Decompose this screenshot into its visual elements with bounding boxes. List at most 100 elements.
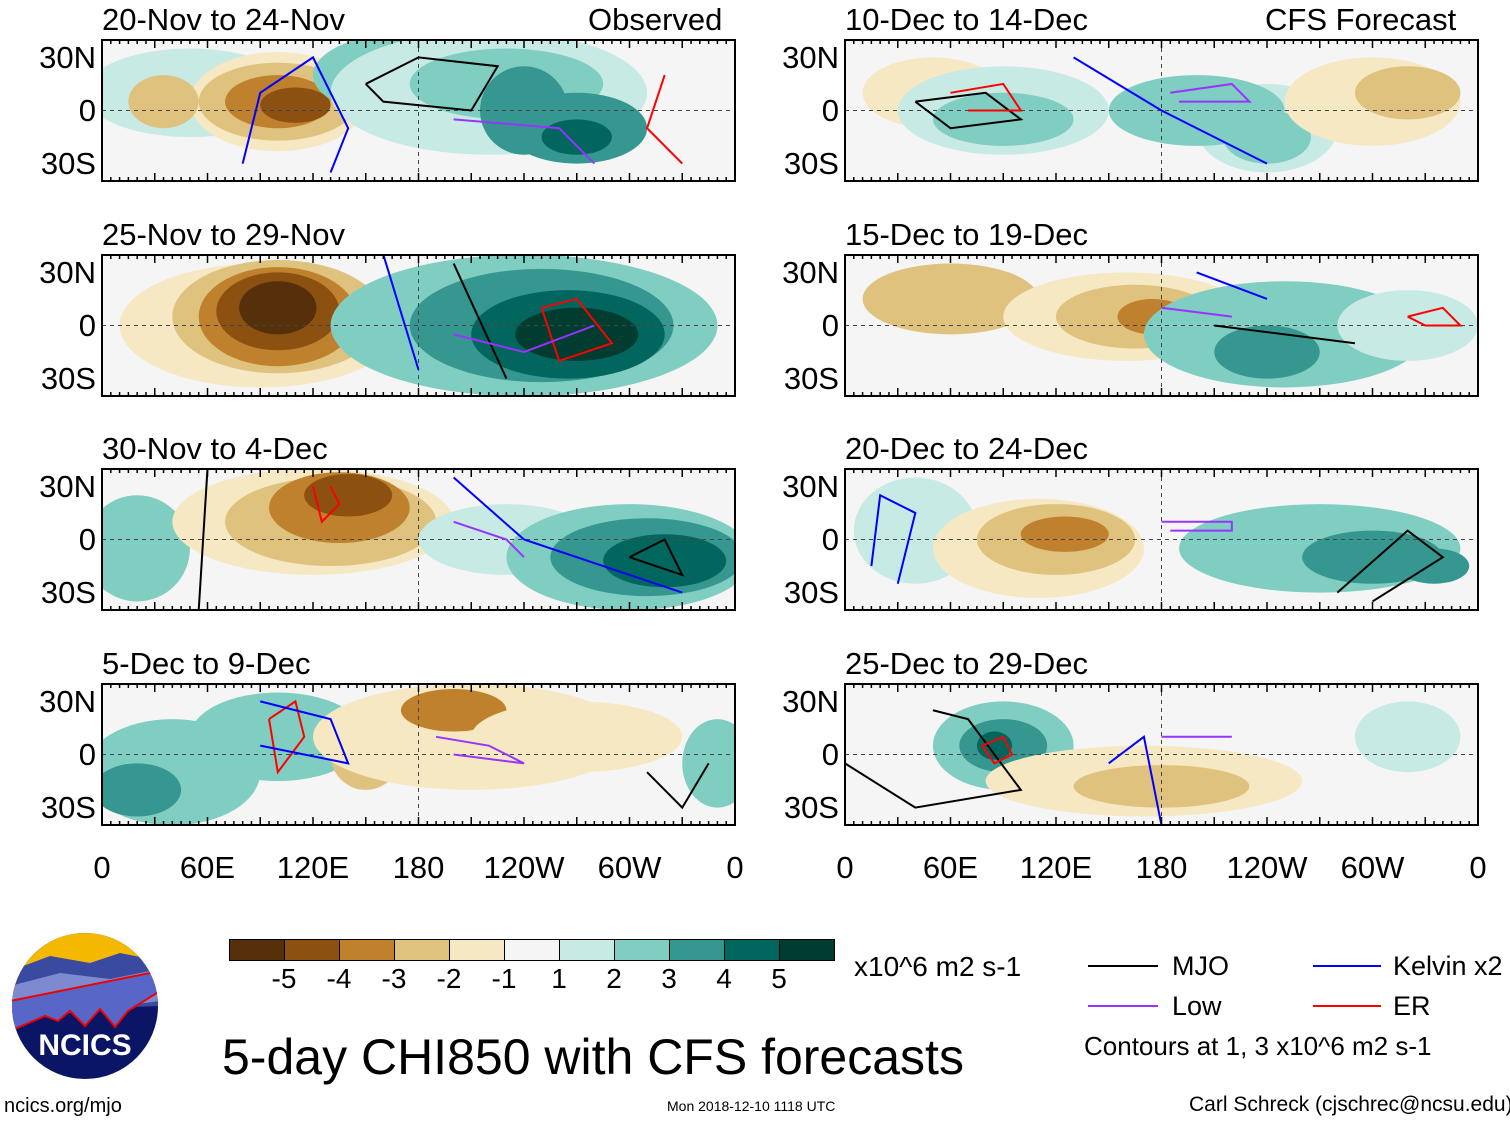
contours-note: Contours at 1, 3 x10^6 m2 s-1 [1084, 1031, 1432, 1061]
wave-contour [540, 297, 614, 363]
lon-tick-label: 120W [1226, 850, 1308, 885]
colorbar-swatch [559, 939, 615, 961]
colorbar-tick-label: -1 [491, 963, 517, 994]
wave-contour [1161, 306, 1232, 318]
colorbar-tick-label: -2 [436, 963, 462, 994]
kelvin-legend-line [1313, 965, 1381, 967]
er-legend-line [1313, 1005, 1381, 1007]
anomaly-region [1354, 66, 1461, 120]
figure-title: 5-day CHI850 with CFS forecasts [222, 1029, 964, 1085]
mjo-legend-label: MJO [1172, 951, 1229, 981]
lon-tick-label: 0 [726, 850, 744, 885]
lat-tick-label: 30N [39, 254, 96, 290]
lon-tick-label: 0 [93, 850, 111, 885]
anomaly-region [260, 87, 331, 123]
colorbar-swatch [779, 939, 835, 961]
anomaly-region [304, 474, 393, 517]
wave-contour [382, 254, 420, 371]
colorbar-swatch [724, 939, 780, 961]
lat-tick-label: 30N [782, 254, 839, 290]
wave-contour [1214, 324, 1356, 345]
lat-tick-label: 30N [782, 468, 839, 504]
lon-tick-label: 120E [276, 850, 350, 885]
lat-tick-label: 30S [783, 145, 839, 181]
low-legend-line [1088, 1005, 1158, 1007]
anomaly-region [603, 534, 727, 588]
map-panel [844, 683, 1479, 826]
lon-tick-label: 60E [922, 850, 979, 885]
colorbar-swatch [449, 939, 505, 961]
observed-label: Observed [588, 2, 723, 37]
anomaly-region [862, 263, 1039, 335]
anomaly-region [541, 119, 612, 155]
colorbar-tick-label: 5 [771, 963, 787, 994]
colorbar-swatch [614, 939, 670, 961]
wave-contour [197, 468, 209, 611]
panel-title: 5-Dec to 9-Dec [102, 646, 311, 681]
wave-contour [950, 82, 1023, 112]
lat-tick-label: 30N [782, 683, 839, 719]
wave-contour [453, 118, 596, 165]
panel-title: 25-Nov to 29-Nov [102, 217, 345, 252]
footer-author: Carl Schreck (cjschrec@ncsu.edu) [1189, 1093, 1510, 1116]
lat-tick-label: 30S [40, 574, 96, 610]
lat-tick-label: 0 [78, 521, 96, 557]
wave-contour [241, 55, 350, 173]
lat-tick-label: 0 [78, 92, 96, 128]
low-legend-label: Low [1172, 991, 1222, 1021]
lon-tick-label: 180 [392, 850, 445, 885]
lat-tick-label: 30N [782, 39, 839, 75]
er-legend-label: ER [1393, 991, 1431, 1021]
lon-tick-label: 60E [179, 850, 236, 885]
lat-tick-label: 30N [39, 683, 96, 719]
lat-tick-label: 0 [821, 736, 839, 772]
panel-title: 25-Dec to 29-Dec [845, 646, 1088, 681]
panel-title: 10-Dec to 14-Dec [845, 2, 1088, 37]
wave-contour [1073, 56, 1268, 165]
panel-title: 20-Dec to 24-Dec [845, 431, 1088, 466]
wave-contour [1161, 520, 1233, 532]
anomaly-region [471, 701, 683, 773]
lat-tick-label: 0 [78, 307, 96, 343]
colorbar-swatch [394, 939, 450, 961]
wave-contour [312, 485, 341, 524]
lat-tick-label: 0 [821, 521, 839, 557]
ncics-logo: NCICS [12, 933, 158, 1079]
lon-tick-label: 0 [1469, 850, 1487, 885]
colorbar-tick-label: -4 [326, 963, 352, 994]
anomaly-region [932, 92, 1074, 146]
anomaly-region [1354, 701, 1461, 773]
colorbar-tick-label: 1 [551, 963, 567, 994]
anomaly-region [1020, 516, 1109, 552]
colorbar-tick-label: 4 [716, 963, 732, 994]
lon-tick-label: 0 [836, 850, 854, 885]
anomaly-region [239, 281, 317, 335]
colorbar-swatch [504, 939, 560, 961]
wave-contour [646, 762, 710, 810]
wave-contour [453, 476, 683, 594]
colorbar-swatch [284, 939, 340, 961]
footer-url[interactable]: ncics.org/mjo [4, 1095, 122, 1117]
colorbar-tick-label: 3 [661, 963, 677, 994]
anomaly-region [1214, 325, 1320, 379]
wave-contour [914, 91, 1024, 130]
anomaly-region [400, 689, 507, 732]
wave-contour [1170, 82, 1252, 103]
wave-contour [870, 493, 917, 584]
wave-contour [1196, 271, 1268, 300]
map-panel [101, 468, 736, 611]
map-panel [101, 39, 736, 182]
map-panel [844, 254, 1479, 397]
wave-contour [453, 324, 595, 354]
wave-contour [1336, 529, 1445, 603]
wave-contour [844, 709, 1023, 809]
wave-contour [981, 735, 1014, 765]
lon-tick-label: 180 [1135, 850, 1188, 885]
lat-tick-label: 30S [783, 574, 839, 610]
wave-contour [1108, 735, 1163, 826]
lat-tick-label: 30N [39, 468, 96, 504]
wave-contour [1407, 306, 1463, 327]
anomaly-region [101, 495, 190, 602]
map-panel [101, 683, 736, 826]
anomaly-region [128, 75, 199, 129]
